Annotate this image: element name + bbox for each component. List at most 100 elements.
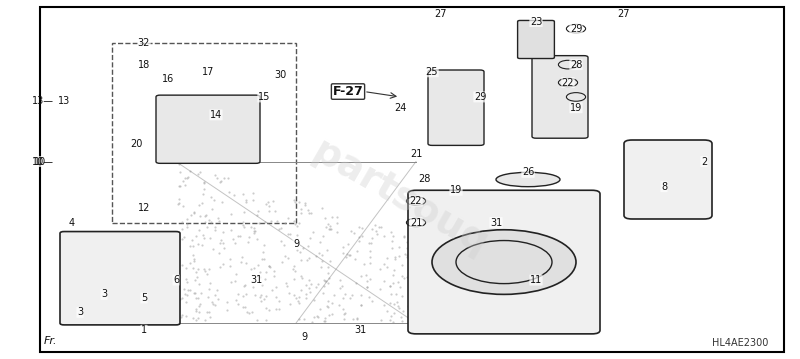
Point	[337, 306, 350, 312]
Text: 1: 1	[141, 325, 147, 335]
Point	[210, 176, 223, 181]
Point	[238, 282, 251, 288]
Point	[391, 300, 404, 306]
Point	[204, 219, 217, 225]
Point	[366, 226, 378, 232]
Point	[322, 275, 335, 281]
Point	[341, 242, 354, 247]
Point	[183, 287, 196, 293]
Point	[386, 238, 398, 244]
Point	[346, 317, 359, 322]
Point	[181, 221, 194, 227]
Point	[290, 223, 303, 229]
Point	[259, 276, 272, 282]
Point	[217, 229, 230, 234]
Point	[188, 290, 201, 296]
Point	[208, 302, 221, 308]
Point	[362, 240, 375, 246]
Point	[172, 196, 185, 202]
Point	[303, 289, 316, 295]
Point	[378, 233, 390, 239]
Point	[346, 292, 358, 297]
Point	[251, 208, 264, 214]
Text: Fr.: Fr.	[44, 336, 58, 346]
Point	[279, 281, 292, 286]
Point	[246, 190, 259, 196]
Point	[344, 295, 357, 301]
Point	[325, 227, 338, 232]
Point	[355, 292, 368, 298]
Point	[249, 228, 262, 234]
Point	[409, 307, 422, 313]
Point	[293, 200, 306, 205]
Bar	[112, 43, 296, 223]
Point	[295, 287, 308, 293]
Point	[395, 274, 408, 279]
Point	[282, 231, 295, 237]
Point	[345, 228, 358, 234]
Text: 22: 22	[410, 196, 422, 206]
Point	[189, 277, 202, 283]
Point	[180, 313, 193, 319]
Text: 9: 9	[293, 239, 299, 249]
Point	[258, 296, 270, 302]
Point	[258, 242, 270, 248]
Point	[239, 199, 252, 205]
Point	[186, 238, 198, 243]
Point	[181, 279, 194, 285]
Point	[350, 248, 363, 254]
Point	[270, 218, 283, 224]
Text: 3: 3	[101, 289, 107, 299]
Point	[193, 309, 206, 315]
Ellipse shape	[496, 172, 560, 187]
Point	[326, 300, 339, 306]
Point	[287, 266, 300, 272]
Text: 31: 31	[250, 275, 262, 285]
Point	[225, 279, 238, 285]
Point	[200, 212, 213, 218]
Point	[248, 230, 261, 236]
Point	[222, 176, 234, 181]
Point	[360, 284, 373, 290]
Point	[356, 233, 369, 239]
Point	[197, 191, 210, 197]
Point	[364, 260, 377, 266]
Point	[176, 295, 189, 301]
Point	[385, 291, 398, 297]
Point	[188, 210, 201, 216]
Point	[386, 233, 399, 238]
Point	[242, 234, 255, 240]
Point	[393, 244, 406, 250]
Point	[297, 246, 310, 251]
Point	[174, 314, 187, 320]
Point	[246, 197, 259, 203]
Point	[210, 287, 223, 293]
Point	[205, 194, 218, 200]
Point	[386, 245, 398, 251]
Point	[230, 298, 242, 303]
Point	[242, 311, 255, 316]
Point	[401, 252, 414, 258]
FancyBboxPatch shape	[408, 190, 600, 334]
Point	[396, 262, 409, 268]
Point	[288, 197, 301, 203]
Point	[193, 227, 206, 233]
Point	[207, 197, 220, 202]
Text: 18: 18	[138, 60, 150, 70]
Text: 6: 6	[173, 275, 179, 285]
Point	[246, 278, 259, 284]
Point	[175, 262, 188, 267]
Point	[177, 204, 190, 209]
Point	[322, 304, 334, 309]
Point	[387, 272, 400, 278]
Point	[313, 251, 326, 256]
Point	[299, 291, 312, 297]
Point	[238, 224, 250, 229]
Point	[221, 299, 234, 305]
Point	[173, 272, 186, 278]
Point	[192, 202, 205, 208]
Point	[224, 227, 237, 233]
Point	[406, 283, 419, 288]
Point	[260, 306, 273, 311]
Text: 28: 28	[570, 60, 582, 70]
